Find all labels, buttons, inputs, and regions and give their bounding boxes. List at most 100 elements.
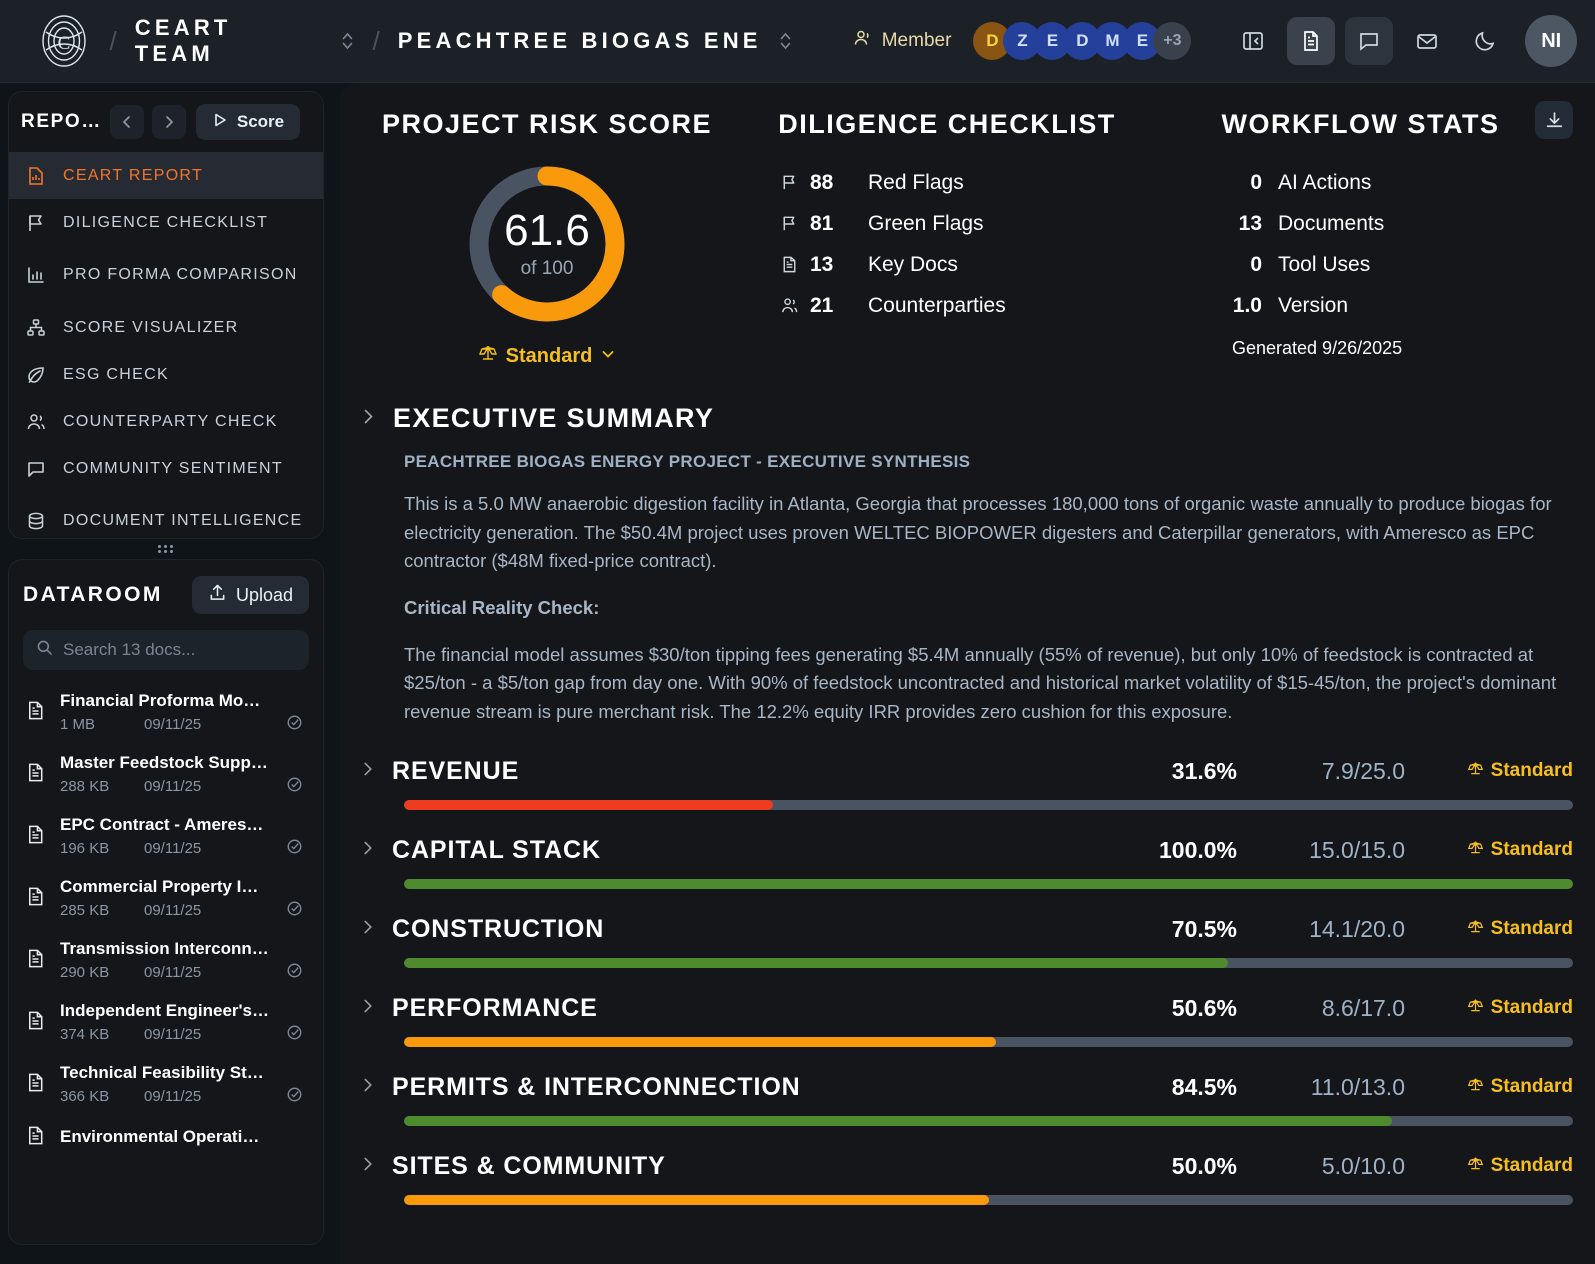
sidebar-item-label: COUNTERPARTY CHECK	[63, 412, 278, 430]
chat-panel-icon[interactable]	[1345, 17, 1394, 65]
document-icon	[25, 700, 47, 726]
document-name: EPC Contract - Ameres…	[60, 815, 264, 834]
download-report-button[interactable]	[1535, 101, 1573, 139]
category-scoring-mode[interactable]: Standard	[1423, 760, 1573, 783]
role-label: Member	[881, 30, 952, 51]
risk-score-gauge: 61.6 of 100	[464, 161, 630, 327]
panel-resize-handle[interactable]	[8, 539, 324, 559]
executive-summary-header[interactable]: EXECUTIVE SUMMARY	[362, 403, 1573, 434]
sidebar-item-esg-check[interactable]: ESG CHECK	[9, 351, 323, 398]
document-status-check-icon	[286, 776, 307, 797]
category-name: PERMITS & INTERCONNECTION	[392, 1072, 801, 1101]
score-button-label: Score	[236, 112, 285, 131]
score-button[interactable]: Score	[195, 104, 301, 140]
executive-summary-paragraph-2: The financial model assumes $30/ton tipp…	[404, 643, 1557, 723]
breadcrumb-separator-2: /	[372, 25, 380, 56]
ceart-logo-icon[interactable]: C	[36, 13, 92, 69]
users-icon	[25, 412, 47, 432]
list-item[interactable]: 13 Key Docs	[780, 244, 1162, 285]
list-item[interactable]: Commercial Property I… 285 KB 09/11/25	[19, 868, 313, 930]
category-scoring-mode[interactable]: Standard	[1423, 918, 1573, 941]
report-file-icon	[25, 166, 47, 186]
mail-icon[interactable]	[1403, 17, 1451, 65]
sidebar-item-score-visualizer[interactable]: SCORE VISUALIZER	[9, 304, 323, 351]
document-date: 09/11/25	[144, 778, 202, 795]
scales-icon	[478, 343, 498, 369]
database-icon	[25, 511, 47, 531]
sidebar-item-label: DOCUMENT INTELLIGENCE	[63, 512, 303, 530]
avatar[interactable]: M	[1093, 22, 1132, 60]
list-item[interactable]: EPC Contract - Ameres… 196 KB 09/11/25	[19, 806, 313, 868]
category-scoring-mode[interactable]: Standard	[1423, 1155, 1573, 1178]
list-item[interactable]: Transmission Interconn… 290 KB 09/11/25	[19, 930, 313, 992]
workflow-stats-title: WORKFLOW STATS	[1221, 109, 1500, 139]
category-header[interactable]: PERFORMANCE 50.6% 8.6/17.0 Standard	[362, 994, 1573, 1023]
list-item[interactable]: 21 Counterparties	[780, 285, 1162, 326]
document-name: Commercial Property I…	[60, 877, 259, 896]
member-avatar-stack[interactable]: D Z E D M E +3	[973, 22, 1192, 60]
chevron-right-icon	[362, 760, 374, 782]
list-item: 0 AI Actions	[1220, 162, 1573, 203]
category-scoring-mode-label: Standard	[1490, 918, 1573, 940]
executive-summary-subheading: PEACHTREE BIOGAS ENERGY PROJECT - EXECUT…	[404, 452, 971, 471]
category-progress-fill	[404, 878, 1573, 889]
page-title: PROJECT RISK SCORE	[381, 109, 713, 139]
sidebar-item-diligence-checklist[interactable]: DILIGENCE CHECKLIST	[9, 199, 323, 246]
list-item[interactable]: Environmental Operati…	[19, 1116, 313, 1160]
category-progress-fill	[404, 1036, 996, 1047]
document-status-check-icon	[286, 962, 307, 983]
category-header[interactable]: SITES & COMMUNITY 50.0% 5.0/10.0 Standar…	[362, 1152, 1573, 1181]
main-report-area: PROJECT RISK SCORE 61.6 of 100 Standard	[340, 83, 1595, 1264]
avatar-overflow-count[interactable]: +3	[1153, 22, 1192, 60]
users-icon	[780, 296, 810, 315]
category-header[interactable]: REVENUE 31.6% 7.9/25.0 Standard	[362, 757, 1573, 786]
document-date: 09/11/25	[144, 840, 202, 857]
stat-label: Version	[1278, 293, 1349, 317]
category-header[interactable]: CONSTRUCTION 70.5% 14.1/20.0 Standard	[362, 915, 1573, 944]
list-item[interactable]: 81 Green Flags	[780, 203, 1162, 244]
upload-icon	[208, 583, 227, 607]
scoring-mode-dropdown[interactable]: Standard	[362, 343, 732, 369]
upload-button[interactable]: Upload	[191, 576, 309, 614]
document-status-check-icon	[286, 1024, 307, 1045]
critical-reality-check-label: Critical Reality Check:	[404, 597, 600, 619]
category-header[interactable]: PERMITS & INTERCONNECTION 84.5% 11.0/13.…	[362, 1073, 1573, 1102]
dataroom-search-input[interactable]: Search 13 docs...	[23, 630, 309, 670]
project-name[interactable]: PEACHTREE BIOGAS ENE…	[397, 28, 758, 53]
current-user-avatar[interactable]: NI	[1525, 15, 1577, 67]
list-item[interactable]: Independent Engineer's… 374 KB 09/11/25	[19, 992, 313, 1054]
list-item[interactable]: Technical Feasibility St… 366 KB 09/11/2…	[19, 1054, 313, 1116]
document-panel-icon[interactable]	[1287, 17, 1336, 65]
leaf-icon	[25, 365, 47, 385]
category-progress-track	[404, 1036, 1573, 1047]
document-size: 196 KB	[60, 840, 110, 857]
list-item[interactable]: 88 Red Flags	[780, 162, 1162, 203]
report-panel-title: REPO…	[21, 111, 102, 132]
diligence-stat-list: 88 Red Flags 81 Green Flags 13 Key Docs …	[732, 162, 1162, 326]
category-progress-track	[404, 1115, 1573, 1126]
team-name[interactable]: CEART TEAM	[134, 15, 232, 66]
dark-mode-moon-icon[interactable]	[1461, 17, 1509, 65]
document-date: 09/11/25	[144, 1026, 202, 1043]
flag-icon	[780, 214, 810, 233]
sidebar-item-ceart-report[interactable]: CEART REPORT	[9, 152, 323, 199]
sidebar-item-document-intelligence[interactable]: DOCUMENT INTELLIGENCE	[9, 492, 323, 538]
prev-report-button[interactable]	[109, 105, 144, 139]
document-date: 09/11/25	[144, 716, 202, 733]
project-switcher-chevron-icon[interactable]	[778, 30, 793, 52]
team-switcher-chevron-icon[interactable]	[340, 30, 355, 52]
category-percent: 70.5%	[1171, 915, 1237, 942]
sidebar-item-community-sentiment[interactable]: COMMUNITY SENTIMENT	[9, 445, 323, 492]
next-report-button[interactable]	[151, 105, 186, 139]
category-scoring-mode[interactable]: Standard	[1423, 1076, 1573, 1099]
category-scoring-mode[interactable]: Standard	[1423, 997, 1573, 1020]
collapse-panel-icon[interactable]	[1229, 17, 1277, 65]
category-header[interactable]: CAPITAL STACK 100.0% 15.0/15.0 Standard	[362, 836, 1573, 865]
document-name: Master Feedstock Supp…	[60, 753, 268, 772]
list-item[interactable]: Financial Proforma Mo… 1 MB 09/11/25	[19, 682, 313, 744]
sidebar-item-pro-forma-comparison[interactable]: PRO FORMA COMPARISON	[9, 246, 323, 304]
list-item[interactable]: Master Feedstock Supp… 288 KB 09/11/25	[19, 744, 313, 806]
report-panel-header: REPO… Score	[9, 92, 323, 152]
category-scoring-mode[interactable]: Standard	[1423, 839, 1573, 862]
sidebar-item-counterparty-check[interactable]: COUNTERPARTY CHECK	[9, 398, 323, 445]
